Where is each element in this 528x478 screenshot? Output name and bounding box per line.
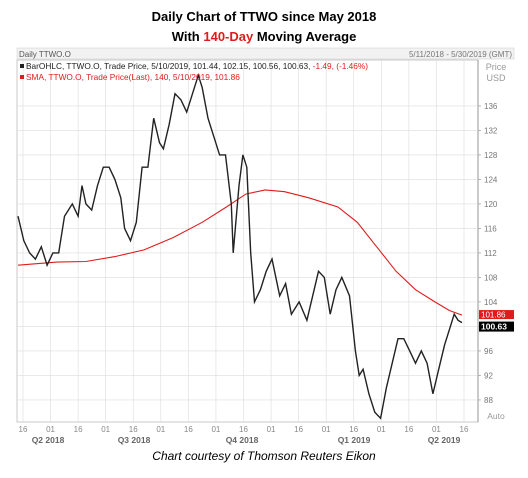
currency-unit: USD [486,73,506,83]
y-tick-label: 116 [484,224,497,233]
x-tick-label: 16 [294,425,303,434]
panel-title: Daily TTWO.O [19,50,71,59]
legend-swatch-price [20,64,24,68]
chart-title-line1: Daily Chart of TTWO since May 2018 [151,9,377,24]
y-axis: 889296100104108112116120124128132136 [478,102,498,405]
legend-price-change: -1.49, (-1.46%) [313,61,369,71]
x-quarter-label: Q2 2018 [32,435,65,445]
x-tick-label: 01 [211,425,220,434]
title-highlight: 140-Day [203,29,254,44]
y-tick-label: 88 [484,396,493,405]
title-prefix: With [171,29,204,44]
price-line [17,72,463,420]
x-tick-label: 01 [432,425,441,434]
plot-area [16,59,479,423]
x-quarter-label: Q3 2018 [118,435,151,445]
legend-sma: SMA, TTWO.O, Trade Price(Last), 140, 5/1… [26,72,240,82]
price-tag-label: 100.63 [481,322,507,332]
x-quarter-label: Q4 2018 [226,435,259,445]
x-tick-label: 16 [239,425,248,434]
x-quarter-label: Q2 2019 [428,435,461,445]
last-value-tags: 101.86 100.63 [479,310,514,332]
x-tick-label: 16 [404,425,413,434]
legend: BarOHLC, TTWO.O, Trade Price, 5/10/2019,… [20,61,368,82]
chart-caption: Chart courtesy of Thomson Reuters Eikon [152,449,376,463]
x-tick-label: 16 [19,425,28,434]
y-tick-label: 132 [484,126,498,135]
x-tick-label: 16 [129,425,138,434]
legend-price-text: BarOHLC, TTWO.O, Trade Price, 5/10/2019,… [26,61,313,71]
y-tick-label: 136 [484,102,498,111]
y-tick-label: 128 [484,151,498,160]
x-tick-label: 01 [156,425,165,434]
x-tick-label: 01 [267,425,276,434]
x-tick-label: 16 [460,425,469,434]
legend-swatch-sma [20,75,24,79]
y-tick-label: 108 [484,273,498,282]
x-tick-label: 16 [349,425,358,434]
x-tick-label: 16 [184,425,193,434]
x-unit-label: Auto [487,411,505,421]
x-tick-label: 01 [377,425,386,434]
x-tick-label: 16 [74,425,83,434]
sma-tag-label: 101.86 [481,311,506,320]
x-quarter-label: Q1 2019 [338,435,371,445]
x-tick-label: 01 [322,425,331,434]
currency-label: Price [486,62,507,72]
sma-tag-bg [479,310,514,320]
y-tick-label: 112 [484,249,497,258]
x-tick-label: 01 [46,425,55,434]
y-tick-label: 120 [484,200,498,209]
chart-title-line2: With 140-Day Moving Average [0,29,528,44]
price-tag-bg [479,321,514,332]
y-tick-label: 104 [484,298,498,307]
y-tick-label: 92 [484,371,493,380]
sma-140-line [17,189,463,316]
date-range-label: 5/11/2018 - 5/30/2019 (GMT) [409,50,512,59]
y-tick-label: 124 [484,175,498,184]
title-suffix: Moving Average [253,29,357,44]
y-tick-label: 96 [484,347,493,356]
legend-price: BarOHLC, TTWO.O, Trade Price, 5/10/2019,… [26,61,368,71]
x-tick-label: 01 [101,425,110,434]
panel-header [16,47,515,60]
